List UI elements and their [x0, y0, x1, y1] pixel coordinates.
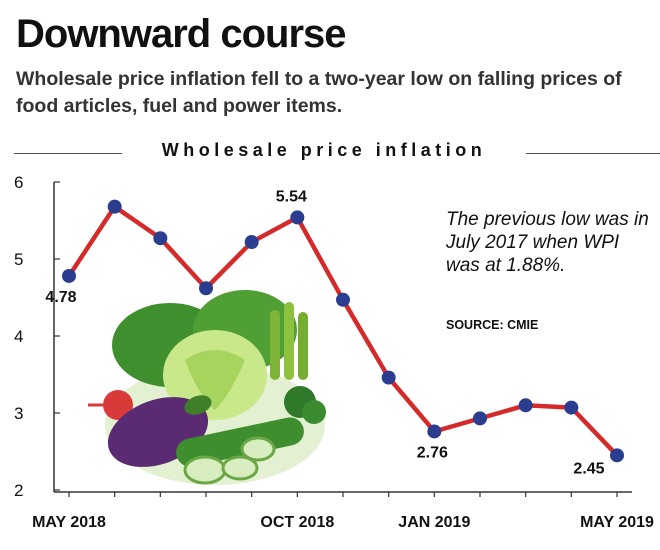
data-point [473, 411, 487, 426]
data-point [107, 199, 122, 214]
cucumber-shape [176, 417, 304, 467]
deck-text: Wholesale price inflation fell to a two-… [16, 68, 622, 117]
data-point [427, 424, 442, 439]
y-tick-label: 3 [14, 404, 23, 423]
data-label: 2.45 [573, 460, 604, 477]
data-label: 5.54 [276, 188, 307, 205]
chart-title: Wholesale price inflation [161, 140, 487, 160]
cucumber-slice-shape [240, 436, 276, 462]
data-point [153, 231, 168, 246]
y-tick-label: 4 [14, 327, 23, 346]
cucumber-slice-shape [183, 455, 227, 485]
data-labels: 4.78 5.54 2.76 2.45 [45, 188, 604, 477]
data-point [62, 268, 76, 283]
asparagus-shape [270, 310, 280, 380]
cabbage-leaf-shape [185, 350, 245, 410]
title-rule-right [526, 153, 660, 154]
x-tick-label: MAY 2018 [32, 514, 106, 531]
annotation-text: The previous low was in July 2017 when W… [446, 209, 649, 276]
data-point [244, 235, 259, 250]
data-point [336, 292, 350, 307]
headline: Downward course [16, 12, 347, 56]
title-rule-left [14, 153, 122, 154]
y-tick-label: 2 [14, 481, 23, 500]
data-point [564, 400, 579, 415]
data-point [518, 398, 533, 413]
asparagus-shape [298, 312, 308, 380]
source-credit: SOURCE: CMIE [446, 318, 539, 332]
data-point [199, 281, 213, 296]
data-point [610, 448, 624, 463]
data-label: 2.76 [417, 444, 448, 461]
axes: 2 3 4 5 6 MAY 2018 OCT 2018 JAN 2019 MAY 2019 [14, 173, 654, 531]
asparagus-shape [284, 302, 294, 380]
x-tick-label: MAY 2019 [580, 514, 654, 531]
cucumber-slice-shape [221, 455, 259, 481]
x-tick-label: OCT 2018 [260, 514, 334, 531]
y-tick-label: 5 [14, 250, 23, 269]
x-tick-label: JAN 2019 [398, 514, 470, 531]
vegetables-illustration [88, 290, 326, 485]
y-tick-label: 6 [14, 173, 23, 192]
data-point [290, 210, 305, 225]
series [62, 199, 624, 463]
broccoli-shape [302, 400, 326, 424]
data-point [381, 370, 396, 385]
data-label: 4.78 [45, 289, 76, 306]
radish-shape [103, 390, 133, 420]
eggplant-cap-shape [184, 395, 212, 415]
